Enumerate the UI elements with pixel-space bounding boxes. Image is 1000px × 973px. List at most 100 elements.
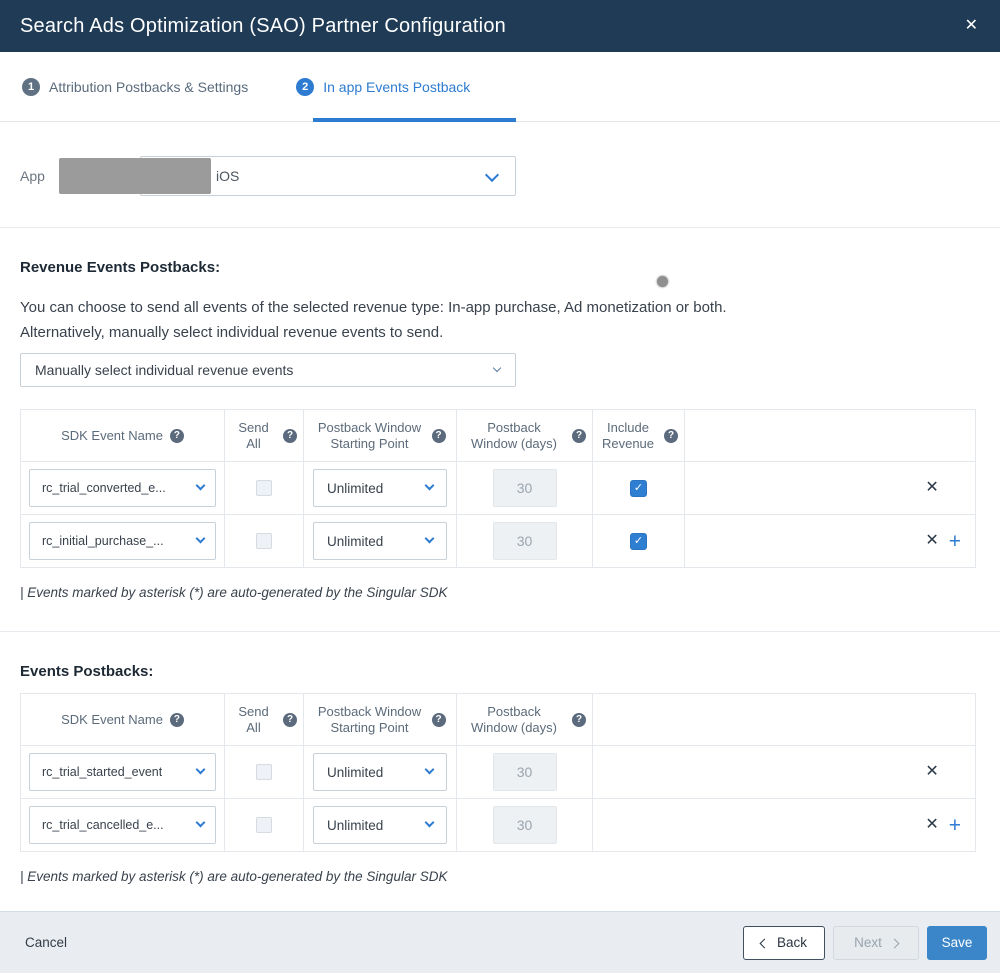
sdk-event-select[interactable]: rc_trial_started_event [29,753,216,791]
modal-header: Search Ads Optimization (SAO) Partner Co… [0,0,1000,52]
help-icon[interactable]: ? [283,712,297,727]
sdk-event-value: rc_trial_started_event [42,765,163,779]
remove-row-icon[interactable]: ✕ [925,763,939,780]
revenue-events-section: Revenue Events Postbacks: You can choose… [0,259,1000,600]
chevron-down-icon [492,363,502,373]
description-line-2: Alternatively, manually select individua… [20,324,444,341]
chevron-right-icon [889,938,900,948]
next-button-label: Next [854,935,882,950]
active-tab-underline [313,118,516,122]
starting-point-select[interactable]: Unlimited [313,753,447,791]
step-2-label: In app Events Postback [323,78,471,95]
table-row: rc_initial_purchase_... ✓ Unlimited 30 ✓… [20,514,976,568]
col-send-all: Send All [238,419,269,451]
revenue-events-table: SDK Event Name? Send All? Postback Windo… [20,409,976,568]
table-row: rc_trial_cancelled_e... ✓ Unlimited 30 ✕… [20,798,976,852]
divider [0,227,1000,228]
postback-window-days-input: 30 [492,522,557,560]
send-all-checkbox[interactable]: ✓ [256,764,272,780]
starting-point-select[interactable]: Unlimited [313,806,447,844]
tab-attribution-postbacks[interactable]: 1 Attribution Postbacks & Settings [22,77,249,96]
modal-footer: Cancel Back Next Save [0,911,1000,973]
next-button[interactable]: Next [833,925,919,960]
tab-in-app-events-postback[interactable]: 2 In app Events Postback [296,77,471,96]
chevron-down-icon [195,480,206,491]
description-line-1: You can choose to send all events of the… [20,299,727,316]
sdk-note: | Events marked by asterisk (*) are auto… [20,585,448,600]
remove-row-icon[interactable]: ✕ [925,479,939,496]
modal-title: Search Ads Optimization (SAO) Partner Co… [20,14,506,37]
step-tabs: 1 Attribution Postbacks & Settings 2 In … [0,52,1000,122]
col-sdk-event-name: SDK Event Name [61,427,163,443]
help-icon[interactable]: ? [431,428,446,443]
add-row-icon[interactable]: + [948,813,961,837]
cursor-dot [657,276,668,287]
col-sdk-event-name: SDK Event Name [61,711,163,727]
table-row: rc_trial_started_event ✓ Unlimited 30 ✕+ [20,745,976,799]
remove-row-icon[interactable]: ✕ [925,532,939,549]
revenue-mode-select[interactable]: Manually select individual revenue event… [20,353,516,387]
starting-point-select[interactable]: Unlimited [313,469,447,507]
starting-point-value: Unlimited [327,817,384,833]
starting-point-value: Unlimited [327,480,384,496]
save-button[interactable]: Save [927,925,987,960]
chevron-down-icon [195,817,206,828]
include-revenue-checkbox[interactable]: ✓ [630,479,647,497]
table-header-row: SDK Event Name? Send All? Postback Windo… [20,409,976,462]
starting-point-value: Unlimited [327,533,384,549]
send-all-checkbox[interactable]: ✓ [256,817,272,833]
sdk-event-value: rc_initial_purchase_... [42,534,164,548]
sdk-event-value: rc_trial_converted_e... [42,481,166,495]
chevron-left-icon [759,938,770,948]
revenue-section-heading: Revenue Events Postbacks: [20,259,221,276]
cancel-button[interactable]: Cancel [25,935,68,950]
help-icon[interactable]: ? [664,428,678,443]
send-all-checkbox[interactable]: ✓ [256,480,272,496]
chevron-down-icon [484,167,500,183]
col-include-revenue: Include Revenue [601,419,655,451]
chevron-down-icon [195,533,206,544]
help-icon[interactable]: ? [572,428,586,443]
revenue-section-description: You can choose to send all events of the… [20,295,978,345]
col-postback-window-starting-point: Postback Window Starting Point [317,419,422,451]
step-1-badge: 1 [22,77,40,96]
help-icon[interactable]: ? [169,712,184,727]
footer-buttons: Back Next Save [743,925,987,960]
revenue-mode-select-value: Manually select individual revenue event… [35,362,294,378]
save-button-label: Save [941,935,973,950]
help-icon[interactable]: ? [169,428,184,443]
sdk-event-select[interactable]: rc_trial_cancelled_e... [29,806,216,844]
back-button[interactable]: Back [743,925,825,960]
sdk-event-select[interactable]: rc_trial_converted_e... [29,469,216,507]
sdk-event-value: rc_trial_cancelled_e... [42,818,164,832]
app-platform-label: iOS [216,168,240,184]
events-table: SDK Event Name? Send All? Postback Windo… [20,693,976,852]
col-postback-window-days: Postback Window (days) [471,703,557,735]
starting-point-select[interactable]: Unlimited [313,522,447,560]
step-1-label: Attribution Postbacks & Settings [49,78,249,95]
include-revenue-checkbox[interactable]: ✓ [630,532,647,550]
add-row-icon[interactable]: + [948,529,961,553]
chevron-down-icon [424,817,435,828]
step-2-badge: 2 [296,77,315,96]
send-all-checkbox[interactable]: ✓ [256,533,272,549]
postback-window-days-input: 30 [492,806,557,844]
help-icon[interactable]: ? [572,712,586,727]
check-icon: ✓ [633,534,644,547]
help-icon[interactable]: ? [431,712,446,727]
remove-row-icon[interactable]: ✕ [925,816,939,833]
sdk-event-select[interactable]: rc_initial_purchase_... [29,522,216,560]
sdk-note: | Events marked by asterisk (*) are auto… [20,869,448,884]
table-header-row: SDK Event Name? Send All? Postback Windo… [20,693,976,746]
close-icon[interactable]: ✕ [964,17,978,34]
col-postback-window-days: Postback Window (days) [471,419,557,451]
postback-window-days-input: 30 [492,753,557,791]
help-icon[interactable]: ? [283,428,297,443]
table-row: rc_trial_converted_e... ✓ Unlimited 30 ✓… [20,461,976,515]
events-section-heading: Events Postbacks: [20,663,154,680]
postback-window-days-input: 30 [492,469,557,507]
col-send-all: Send All [238,703,269,735]
redacted-app-name [59,158,211,194]
app-selector-row: App iOS [0,122,1000,196]
back-button-label: Back [776,935,807,950]
